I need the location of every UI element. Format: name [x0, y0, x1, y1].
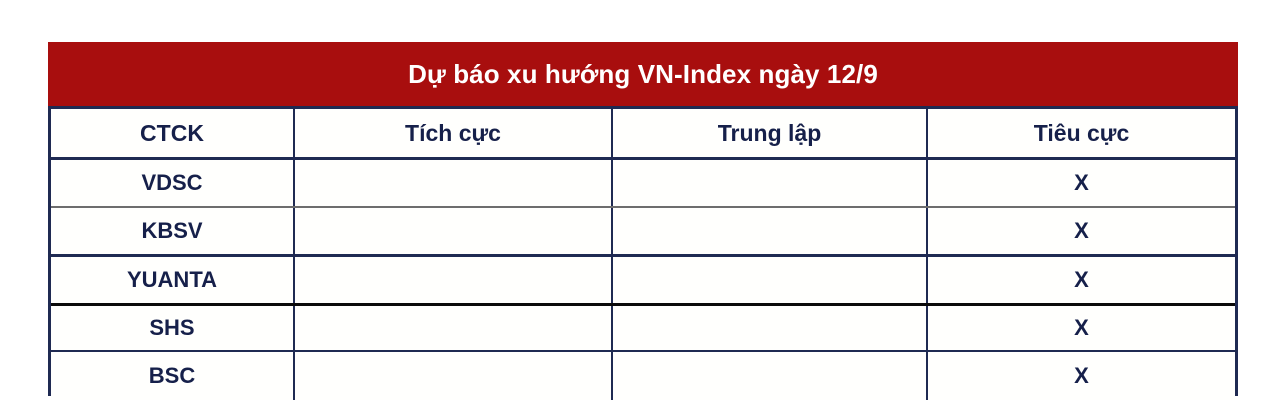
cell-neutral [611, 351, 928, 400]
cell-ctck: VDSC [51, 158, 295, 208]
title-banner: Dự báo xu hướng VN-Index ngày 12/9 [48, 42, 1238, 106]
column-header-neutral: Trung lập [611, 109, 928, 160]
cell-positive [293, 304, 613, 352]
forecast-table: CTCK Tích cực Trung lập Tiêu cực VDSC X … [51, 109, 1235, 400]
table-row: BSC X [51, 351, 1235, 400]
cell-ctck: YUANTA [51, 255, 295, 306]
cell-positive [293, 158, 613, 208]
cell-ctck: SHS [51, 304, 295, 352]
column-header-negative: Tiêu cực [926, 109, 1235, 160]
cell-neutral [611, 158, 928, 208]
cell-negative: X [926, 158, 1235, 208]
cell-ctck: BSC [51, 351, 295, 400]
table-body: VDSC X KBSV X YUANTA X [51, 158, 1235, 400]
forecast-table-container: CTCK Tích cực Trung lập Tiêu cực VDSC X … [48, 106, 1238, 400]
table-header-row: CTCK Tích cực Trung lập Tiêu cực [51, 109, 1235, 160]
table-row: SHS X [51, 304, 1235, 352]
cell-neutral [611, 207, 928, 257]
cell-negative: X [926, 207, 1235, 257]
cell-negative: X [926, 351, 1235, 400]
table-row: VDSC X [51, 158, 1235, 208]
column-header-positive: Tích cực [293, 109, 613, 160]
page-title: Dự báo xu hướng VN-Index ngày 12/9 [408, 59, 878, 89]
cell-positive [293, 207, 613, 257]
cell-neutral [611, 304, 928, 352]
cell-negative: X [926, 304, 1235, 352]
cell-negative: X [926, 255, 1235, 306]
cell-positive [293, 351, 613, 400]
table-header: CTCK Tích cực Trung lập Tiêu cực [51, 109, 1235, 160]
cell-ctck: KBSV [51, 207, 295, 257]
table-row: YUANTA X [51, 255, 1235, 306]
cell-neutral [611, 255, 928, 306]
table-row: KBSV X [51, 207, 1235, 257]
cell-positive [293, 255, 613, 306]
column-header-ctck: CTCK [51, 109, 295, 160]
